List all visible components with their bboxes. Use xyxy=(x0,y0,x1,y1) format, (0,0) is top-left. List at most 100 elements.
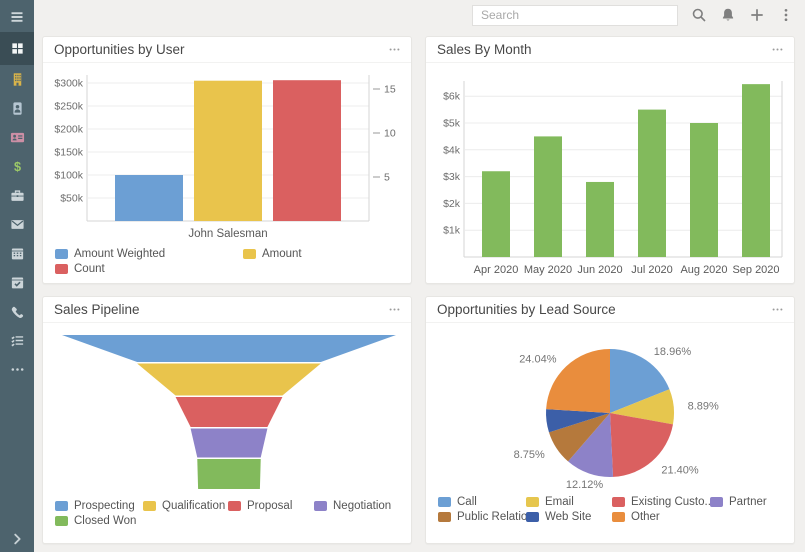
panel-menu-button[interactable] xyxy=(386,41,403,58)
panel-menu-button[interactable] xyxy=(386,301,403,318)
panel-sales-by-month: Sales By Month $1k $2k $3k $4k $5k $6k Apr 202… xyxy=(425,36,795,284)
phone-icon xyxy=(11,306,23,318)
svg-text:$150k: $150k xyxy=(54,147,83,159)
sidebar: $ xyxy=(0,0,34,552)
sidebar-item-more[interactable] xyxy=(0,355,34,384)
calendar-icon xyxy=(11,248,23,260)
legend-item-count[interactable]: Count xyxy=(55,261,243,276)
panel-opportunities-by-lead-source: Opportunities by Lead Source 18.96% 8.89%… xyxy=(425,296,795,544)
search-input[interactable] xyxy=(472,4,678,26)
svg-text:$4k: $4k xyxy=(443,144,461,156)
legend-item-existing-custo-[interactable]: Existing Custo... xyxy=(612,494,710,509)
svg-text:Aug 2020: Aug 2020 xyxy=(680,264,727,276)
pie-slice-existing-custo- xyxy=(610,413,673,477)
legend-item-other[interactable]: Other xyxy=(612,509,710,524)
svg-text:24.04%: 24.04% xyxy=(519,353,557,365)
topbar xyxy=(34,0,805,30)
svg-text:10: 10 xyxy=(384,128,396,140)
bar-apr-2020 xyxy=(482,171,510,257)
chart-legend: Amount Weighted Amount Count xyxy=(47,246,407,276)
bar-aug-2020 xyxy=(690,123,718,257)
legend-item-amount[interactable]: Amount xyxy=(243,246,407,261)
sidebar-item-calls[interactable] xyxy=(0,297,34,326)
plus-icon xyxy=(751,9,763,21)
sidebar-item-calendar[interactable] xyxy=(0,239,34,268)
legend-item-qualification[interactable]: Qualification xyxy=(143,498,228,513)
bell-icon xyxy=(722,8,734,21)
search-button[interactable] xyxy=(691,7,707,23)
sidebar-item-dashboard[interactable] xyxy=(0,32,34,65)
id-card-icon xyxy=(10,132,24,143)
pie-slice-other xyxy=(546,349,610,413)
svg-text:$: $ xyxy=(13,160,20,174)
svg-text:Apr 2020: Apr 2020 xyxy=(474,264,519,276)
funnel-segment-proposal xyxy=(175,397,283,427)
legend-item-partner[interactable]: Partner xyxy=(710,494,790,509)
svg-text:$250k: $250k xyxy=(54,101,83,113)
legend-item-email[interactable]: Email xyxy=(526,494,612,509)
bar-may-2020 xyxy=(534,136,562,257)
dollar-icon: $ xyxy=(13,160,20,174)
svg-text:8.89%: 8.89% xyxy=(688,401,719,413)
person-badge-icon xyxy=(12,102,22,115)
panel-menu-button[interactable] xyxy=(769,41,786,58)
sidebar-item-opportunities[interactable]: $ xyxy=(0,152,34,181)
legend-item-prospecting[interactable]: Prospecting xyxy=(55,498,143,513)
sidebar-item-emails[interactable] xyxy=(0,210,34,239)
svg-text:21.40%: 21.40% xyxy=(661,464,699,476)
panel-menu-button[interactable] xyxy=(769,301,786,318)
kebab-horizontal-icon xyxy=(772,308,783,311)
legend-item-web-site[interactable]: Web Site xyxy=(526,509,612,524)
legend-item-amount-weighted[interactable]: Amount Weighted xyxy=(55,246,243,261)
legend-item-call[interactable]: Call xyxy=(438,494,526,509)
sidebar-item-tasks[interactable] xyxy=(0,268,34,297)
calendar-check-icon xyxy=(11,277,23,289)
list-check-icon xyxy=(10,336,23,347)
legend-item-public-relations[interactable]: Public Relations xyxy=(438,509,526,524)
panel-title: Sales By Month xyxy=(437,42,532,57)
kebab-horizontal-icon xyxy=(772,48,783,51)
sidebar-collapse-button[interactable] xyxy=(0,532,34,546)
search-box xyxy=(472,4,678,26)
ellipsis-icon xyxy=(11,368,23,371)
pie-slice-call xyxy=(610,349,670,413)
funnel-segment-negotiation xyxy=(190,428,268,458)
sales-pipeline-funnel-chart xyxy=(62,335,396,489)
quick-create-button[interactable] xyxy=(749,7,765,23)
hamburger-icon xyxy=(11,12,23,22)
legend-item-proposal[interactable]: Proposal xyxy=(228,498,314,513)
svg-text:Jul 2020: Jul 2020 xyxy=(631,264,673,276)
pie-slice-partner xyxy=(568,413,614,478)
svg-text:$50k: $50k xyxy=(60,193,84,205)
kebab-horizontal-icon xyxy=(389,308,400,311)
svg-text:$2k: $2k xyxy=(443,198,461,210)
bar-sep-2020 xyxy=(742,84,770,257)
sidebar-item-leads[interactable] xyxy=(0,123,34,152)
svg-text:$300k: $300k xyxy=(54,78,83,90)
svg-text:$1k: $1k xyxy=(443,225,461,237)
svg-text:18.96%: 18.96% xyxy=(654,346,692,358)
sidebar-item-cases[interactable] xyxy=(0,181,34,210)
chevron-right-icon xyxy=(14,533,21,545)
pie-slice-email xyxy=(610,389,675,425)
sidebar-item-activities[interactable] xyxy=(0,326,34,355)
menu-button[interactable] xyxy=(778,7,794,23)
legend-item-closed-won[interactable]: Closed Won xyxy=(55,513,143,528)
chart-legend: Call Email Existing Custo... Partner Public … xyxy=(430,494,790,524)
bar-count xyxy=(273,80,341,221)
opportunities-by-user-chart: $50k $100k $150k $200k $250k $300k 5 10 15 John S… xyxy=(54,75,396,240)
grid-icon xyxy=(11,43,23,54)
notifications-button[interactable] xyxy=(720,7,736,23)
svg-text:$100k: $100k xyxy=(54,170,83,182)
kebab-vertical-icon xyxy=(784,8,788,22)
panel-title: Opportunities by User xyxy=(54,42,185,57)
svg-text:May 2020: May 2020 xyxy=(524,264,572,276)
sidebar-nav: $ xyxy=(0,32,34,384)
panel-title: Opportunities by Lead Source xyxy=(437,302,616,317)
svg-text:8.75%: 8.75% xyxy=(514,449,545,461)
legend-item-negotiation[interactable]: Negotiation xyxy=(314,498,407,513)
bar-jun-2020 xyxy=(586,181,614,257)
hamburger-menu-icon[interactable] xyxy=(0,2,34,32)
sidebar-item-contacts[interactable] xyxy=(0,94,34,123)
sidebar-item-accounts[interactable] xyxy=(0,65,34,94)
